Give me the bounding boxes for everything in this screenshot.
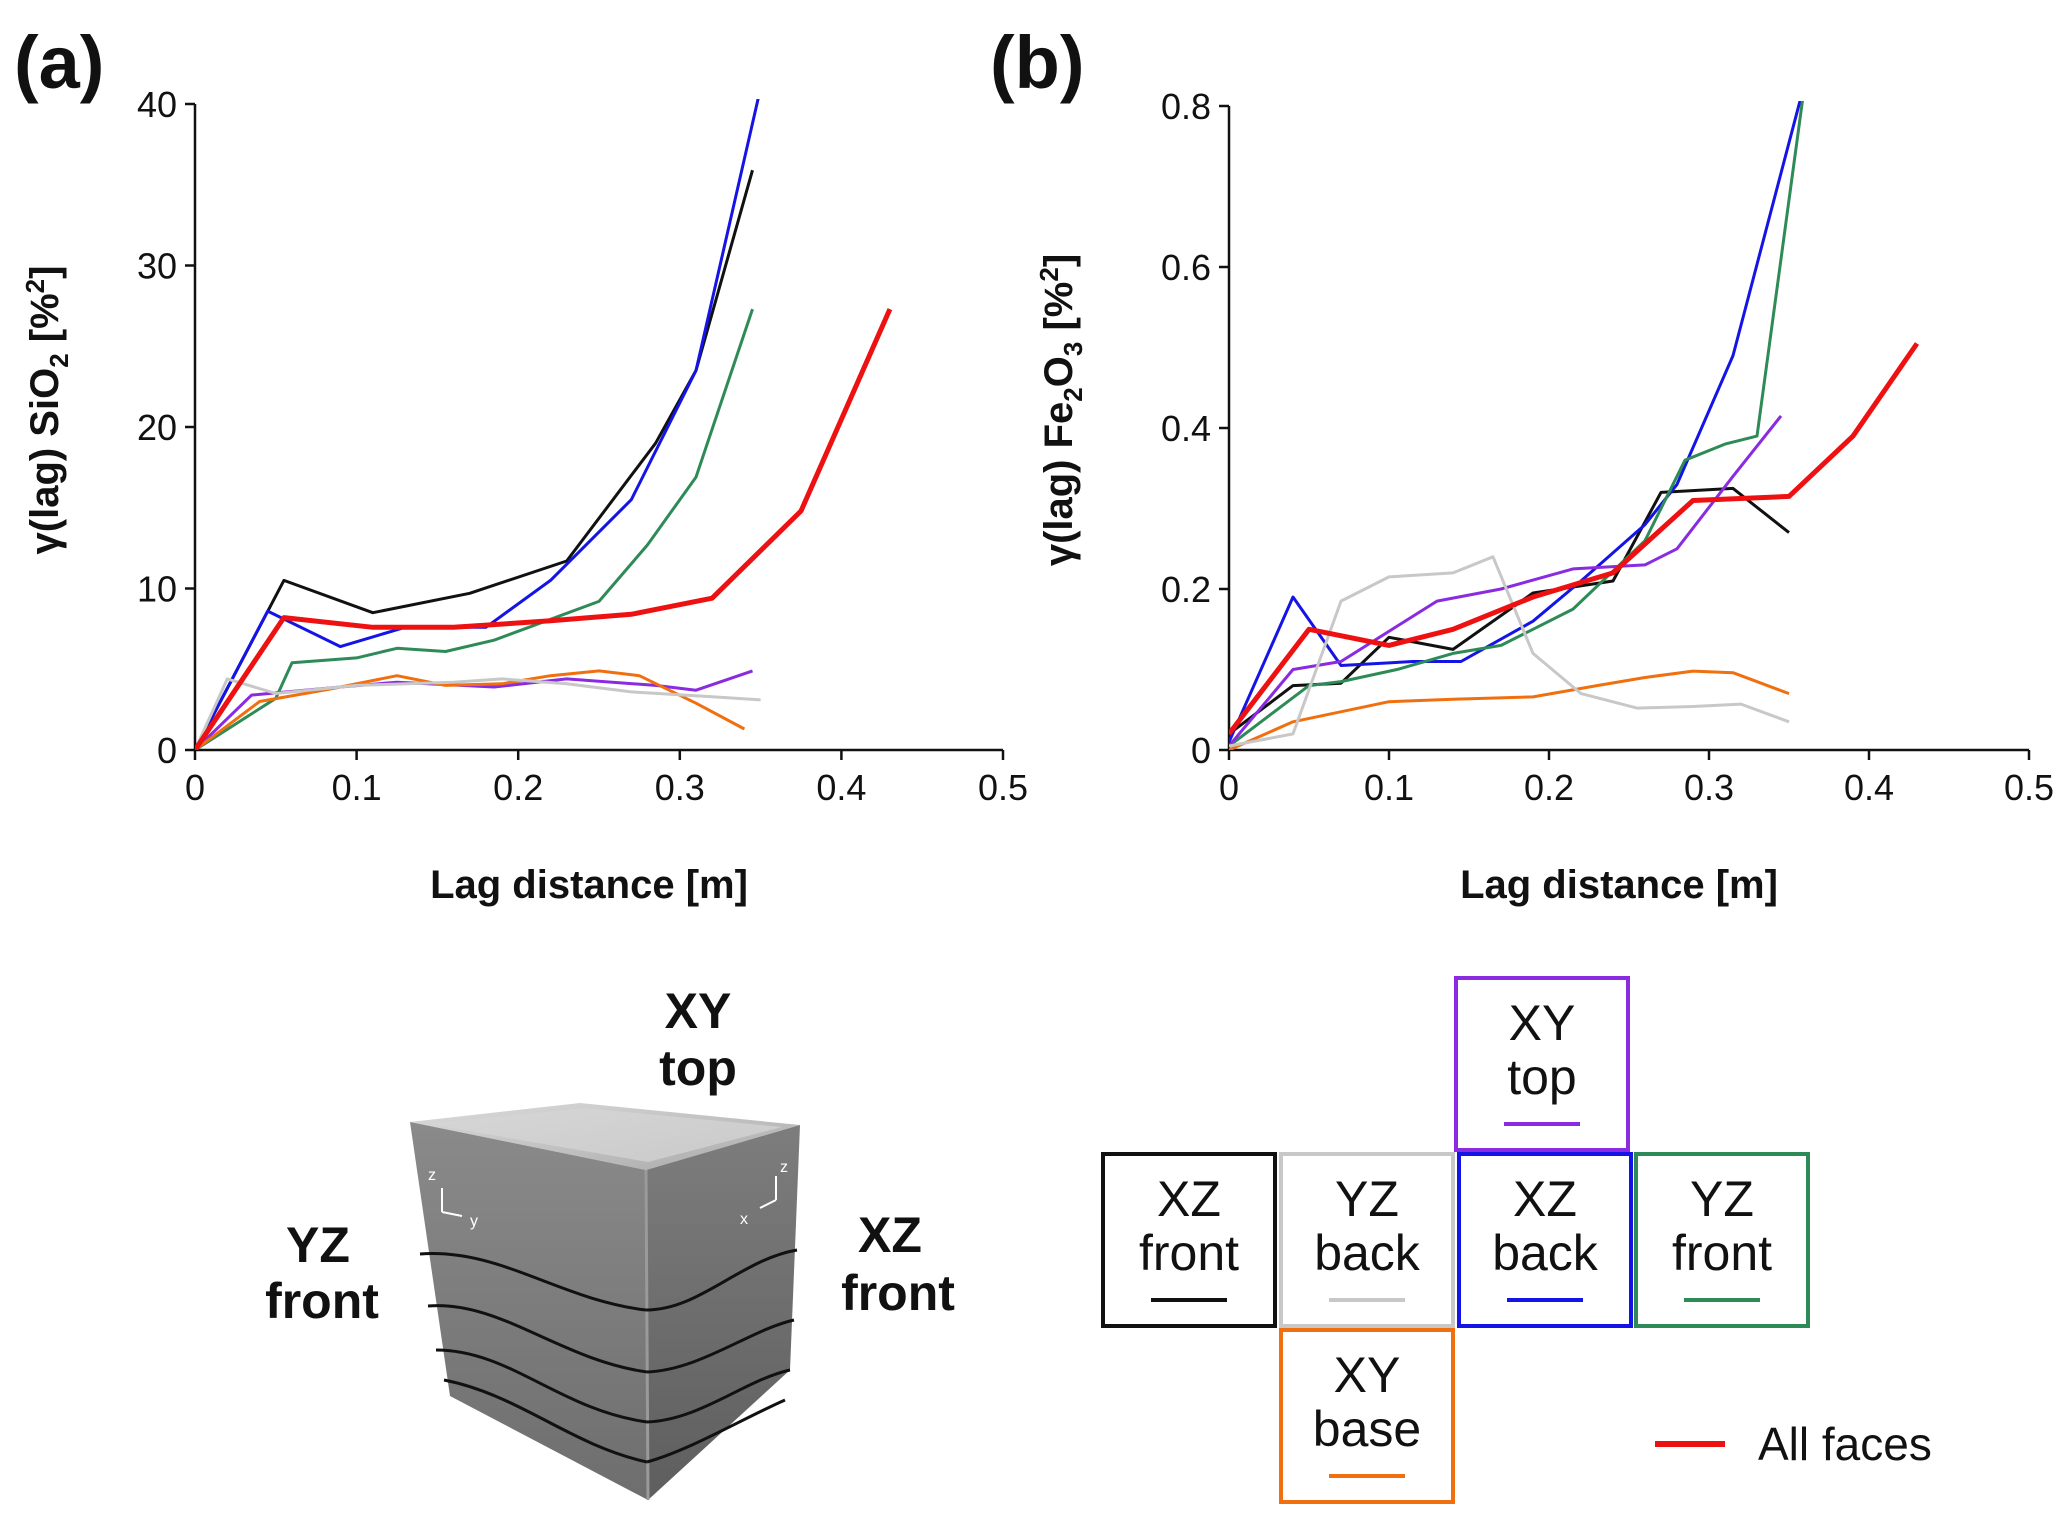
legend-face-name: XZ: [1157, 1171, 1221, 1227]
cube-top-label-2: top: [659, 1040, 737, 1096]
y-axis-title: γ(lag) SiO2 [%2]: [20, 266, 74, 555]
cube-layer-line: [435, 1348, 648, 1424]
axis-letter-y: y: [470, 1213, 478, 1230]
y-tick-label: 30: [137, 246, 177, 287]
cube-top-label-1: XY: [665, 983, 732, 1039]
y-tick-label: 0.4: [1161, 408, 1211, 449]
series-line-xy-top: [195, 669, 753, 750]
axis-letter-x: x: [740, 1211, 748, 1228]
x-tick-label: 0.1: [332, 767, 382, 808]
x-axis-title: Lag distance [m]: [1460, 863, 1778, 907]
x-tick-label: 0.4: [1844, 767, 1894, 808]
x-tick-label: 0.2: [1524, 767, 1574, 808]
cube-yz-front-face: [410, 1122, 648, 1500]
cube-left-axes: z y: [428, 1167, 478, 1230]
legend-face-box: [1101, 1152, 1277, 1328]
cube-edge: [644, 1169, 650, 1501]
x-tick-label: 0: [1219, 767, 1239, 808]
series-line-xz-front: [195, 169, 754, 750]
x-tick-label: 0.4: [816, 767, 866, 808]
cube-layer-line: [427, 1304, 648, 1374]
y-tick-label: 0.2: [1161, 569, 1211, 610]
cube-layer-line: [419, 1252, 647, 1312]
cube-layer-line: [646, 1368, 791, 1424]
x-tick-label: 0.2: [493, 767, 543, 808]
cube-layer-line: [645, 1248, 798, 1312]
series-line-all-faces: [1229, 342, 1920, 736]
legend-face-box: [1279, 1328, 1455, 1504]
x-tick-label: 0.3: [655, 767, 705, 808]
cube-xz-front-face: [646, 1125, 800, 1500]
legend-face-name: XY: [1509, 995, 1576, 1051]
legend-face-box: [1454, 976, 1630, 1152]
series-line-xz-back: [1229, 101, 1802, 743]
x-tick-label: 0.3: [1684, 767, 1734, 808]
legend-face-side: back: [1492, 1225, 1599, 1281]
series-line-xy-base: [1229, 669, 1790, 750]
chart-sio2: 0 0.1 0.2 0.3 0.4 0.5 0 10 20 30 40 Lag distance [m…: [20, 84, 1028, 907]
y-tick-label: 0: [157, 730, 177, 771]
legend-face-side: front: [1139, 1225, 1239, 1281]
series-line-yz-front: [195, 308, 754, 750]
cube-top-inner: [428, 1108, 782, 1162]
legend-face-side: top: [1507, 1049, 1577, 1105]
legend-face-name: YZ: [1335, 1171, 1399, 1227]
cube-right-label-2: front: [841, 1265, 955, 1321]
legend-face-side: front: [1672, 1225, 1772, 1281]
legend-face-name: YZ: [1690, 1171, 1754, 1227]
cube-layer-line: [443, 1378, 648, 1464]
panel-label-b: (b): [990, 21, 1085, 104]
cube-right-axes: x z: [740, 1159, 788, 1228]
y-tick-label: 10: [137, 569, 177, 610]
series-line-yz-back: [195, 677, 761, 750]
legend-face-name: XY: [1334, 1347, 1401, 1403]
legend-face-box: [1634, 1152, 1810, 1328]
panel-label-a: (a): [14, 21, 104, 104]
legend-face-name: XZ: [1513, 1171, 1577, 1227]
axis-letter-z: z: [780, 1159, 788, 1176]
y-tick-label: 20: [137, 407, 177, 448]
x-tick-label: 0.5: [2004, 767, 2054, 808]
cube-right-label-1: XZ: [858, 1207, 922, 1263]
series-line-yz-front: [1229, 101, 1804, 748]
y-tick-label: 0.6: [1161, 247, 1211, 288]
cube-left-label-2: front: [265, 1273, 379, 1329]
y-tick-label: 0.8: [1161, 86, 1211, 127]
cube-layer-line: [646, 1398, 786, 1464]
y-tick-label: 40: [137, 84, 177, 125]
legend-face-side: back: [1314, 1225, 1421, 1281]
x-tick-label: 0: [185, 767, 205, 808]
legend-all-faces-label: All faces: [1758, 1418, 1932, 1470]
x-tick-label: 0.5: [978, 767, 1028, 808]
series-line-xy-base: [195, 669, 746, 750]
cube-left-label-1: YZ: [286, 1217, 350, 1273]
series-line-xz-back: [195, 99, 760, 750]
legend-face-box: [1279, 1152, 1455, 1328]
y-tick-label: 0: [1191, 730, 1211, 771]
cube-illustration: z y x z XY top YZ front XZ front: [265, 983, 955, 1501]
y-axis-title: γ(lag) Fe2O3 [%2]: [1034, 254, 1088, 566]
chart-fe2o3: 0 0.1 0.2 0.3 0.4 0.5 0 0.2 0.4 0.6 0.8 Lag distanc…: [1034, 86, 2054, 907]
x-tick-label: 0.1: [1364, 767, 1414, 808]
axis-letter-z: z: [428, 1167, 436, 1184]
cube-layer-line: [646, 1318, 795, 1374]
legend-face-side: base: [1313, 1401, 1421, 1457]
series-line-all-faces: [195, 308, 893, 750]
x-axis-title: Lag distance [m]: [430, 863, 748, 907]
legend-face-box: [1457, 1152, 1633, 1328]
